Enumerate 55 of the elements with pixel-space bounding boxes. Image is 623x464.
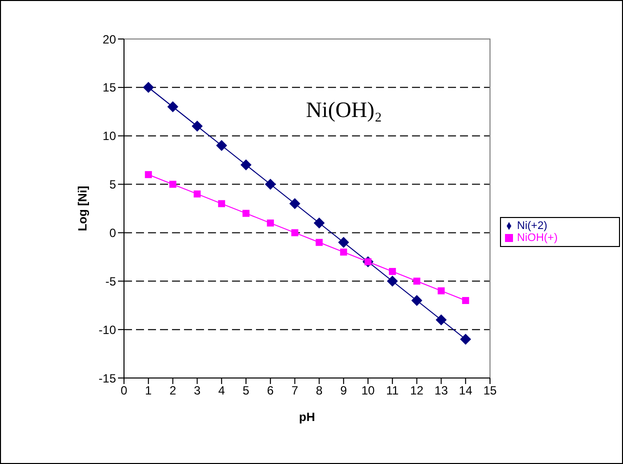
point: [142, 82, 154, 93]
point: [386, 276, 398, 287]
x-tick-label: 4: [218, 384, 226, 398]
point: [192, 120, 203, 132]
point: [411, 295, 422, 306]
point: [338, 236, 350, 248]
y-tick-label: 20: [102, 32, 116, 46]
point: [316, 238, 323, 246]
point: [289, 198, 300, 210]
x-tick-label: 13: [434, 384, 448, 398]
x-tick-label: 1: [145, 384, 152, 398]
point: [438, 287, 445, 294]
point: [242, 210, 250, 217]
point: [266, 220, 274, 227]
y-tick-label: -5: [105, 274, 116, 288]
x-tick-label: 10: [361, 384, 375, 398]
y-tick-label: -10: [98, 322, 116, 337]
point: [413, 278, 420, 285]
x-tick-label: 9: [340, 384, 348, 398]
point: [144, 171, 152, 178]
y-tick-label: 10: [102, 129, 116, 144]
x-tick-label: 11: [386, 384, 399, 398]
y-axis-title: Log [Ni]: [75, 186, 90, 232]
point: [462, 297, 470, 304]
point: [218, 200, 226, 208]
x-tick-label: 14: [458, 384, 473, 398]
point: [388, 268, 396, 275]
point: [169, 180, 176, 188]
point: [291, 229, 298, 236]
point: [167, 101, 178, 112]
x-tick-label: 5: [242, 384, 250, 398]
point: [340, 248, 348, 256]
x-tick-label: 6: [267, 384, 274, 398]
y-tick-label: -15: [98, 371, 116, 386]
x-axis-title: pH: [299, 410, 315, 424]
legend-label: Ni(+2): [517, 220, 548, 232]
point: [264, 178, 276, 190]
point: [240, 159, 252, 170]
x-tick-label: 12: [410, 384, 424, 398]
annotation: Ni(OH)₂: [306, 97, 382, 123]
x-tick-label: 7: [291, 384, 298, 398]
point: [216, 140, 228, 152]
point: [436, 314, 447, 326]
x-tick-label: 8: [316, 384, 323, 398]
x-tick-label: 15: [483, 384, 497, 398]
point: [460, 334, 472, 345]
point: [194, 190, 201, 198]
y-tick-label: 5: [109, 178, 116, 192]
x-tick-label: 3: [194, 384, 201, 398]
x-tick-label: 2: [169, 384, 176, 398]
point: [314, 218, 325, 229]
y-tick-label: 0: [109, 226, 116, 240]
x-tick-label: 0: [120, 384, 128, 398]
y-tick-label: 15: [102, 80, 116, 95]
legend-label: NiOH(+): [517, 232, 558, 244]
